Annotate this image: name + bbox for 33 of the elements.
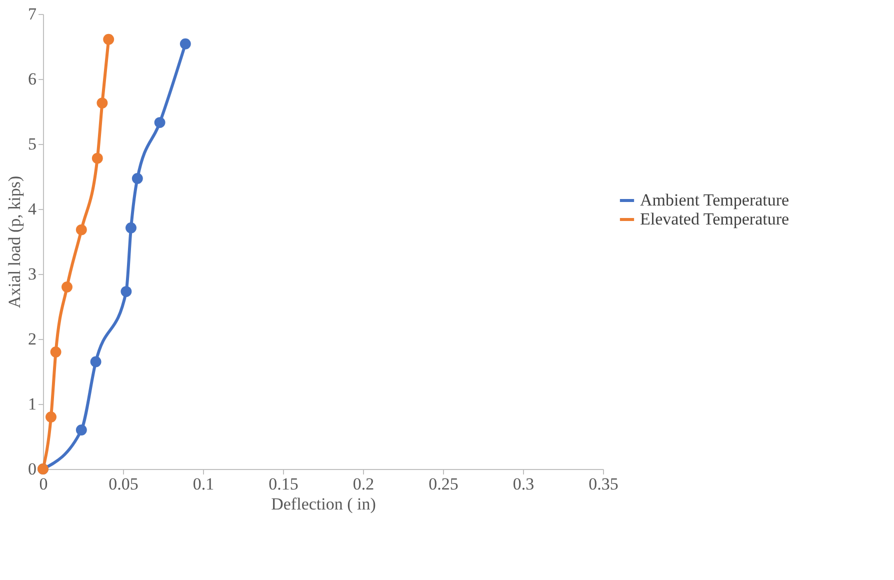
y-tick-label: 2 bbox=[28, 330, 36, 348]
y-tick-label: 3 bbox=[28, 264, 36, 284]
point bbox=[132, 172, 143, 184]
y-tick-label: 4 bbox=[28, 200, 37, 218]
y-tick-label: 1 bbox=[28, 394, 36, 414]
x-tick-label: 0.25 bbox=[428, 474, 458, 494]
point bbox=[76, 424, 87, 436]
y-tick-label: 6 bbox=[28, 70, 36, 88]
x-tick-label: 0.35 bbox=[588, 474, 618, 494]
point bbox=[126, 222, 136, 234]
point bbox=[90, 356, 102, 368]
x-tick-label: 0.1 bbox=[192, 474, 214, 494]
x-axis-title: Deflection ( in) bbox=[271, 494, 376, 514]
point bbox=[50, 346, 62, 358]
x-tick-label: 0.2 bbox=[352, 474, 374, 494]
point bbox=[154, 117, 166, 128]
point bbox=[103, 34, 114, 45]
point bbox=[180, 38, 191, 50]
point bbox=[62, 282, 72, 292]
x-tick-label: 0.15 bbox=[268, 474, 298, 494]
point bbox=[46, 412, 56, 422]
point bbox=[120, 286, 132, 298]
y-tick-label: 0 bbox=[28, 460, 36, 478]
legend-label: Ambient Temperature bbox=[640, 190, 790, 210]
y-tick-label: 7 bbox=[28, 4, 37, 24]
point bbox=[92, 152, 103, 164]
x-tick-label: 0.05 bbox=[108, 474, 138, 494]
x-tick-label: 0.3 bbox=[512, 474, 534, 494]
y-axis-title: Axial load (p, kips) bbox=[5, 176, 24, 308]
legend-label: Elevated Temperature bbox=[640, 210, 790, 228]
point bbox=[76, 224, 87, 236]
y-tick-label: 5 bbox=[28, 134, 36, 154]
point bbox=[96, 98, 108, 109]
